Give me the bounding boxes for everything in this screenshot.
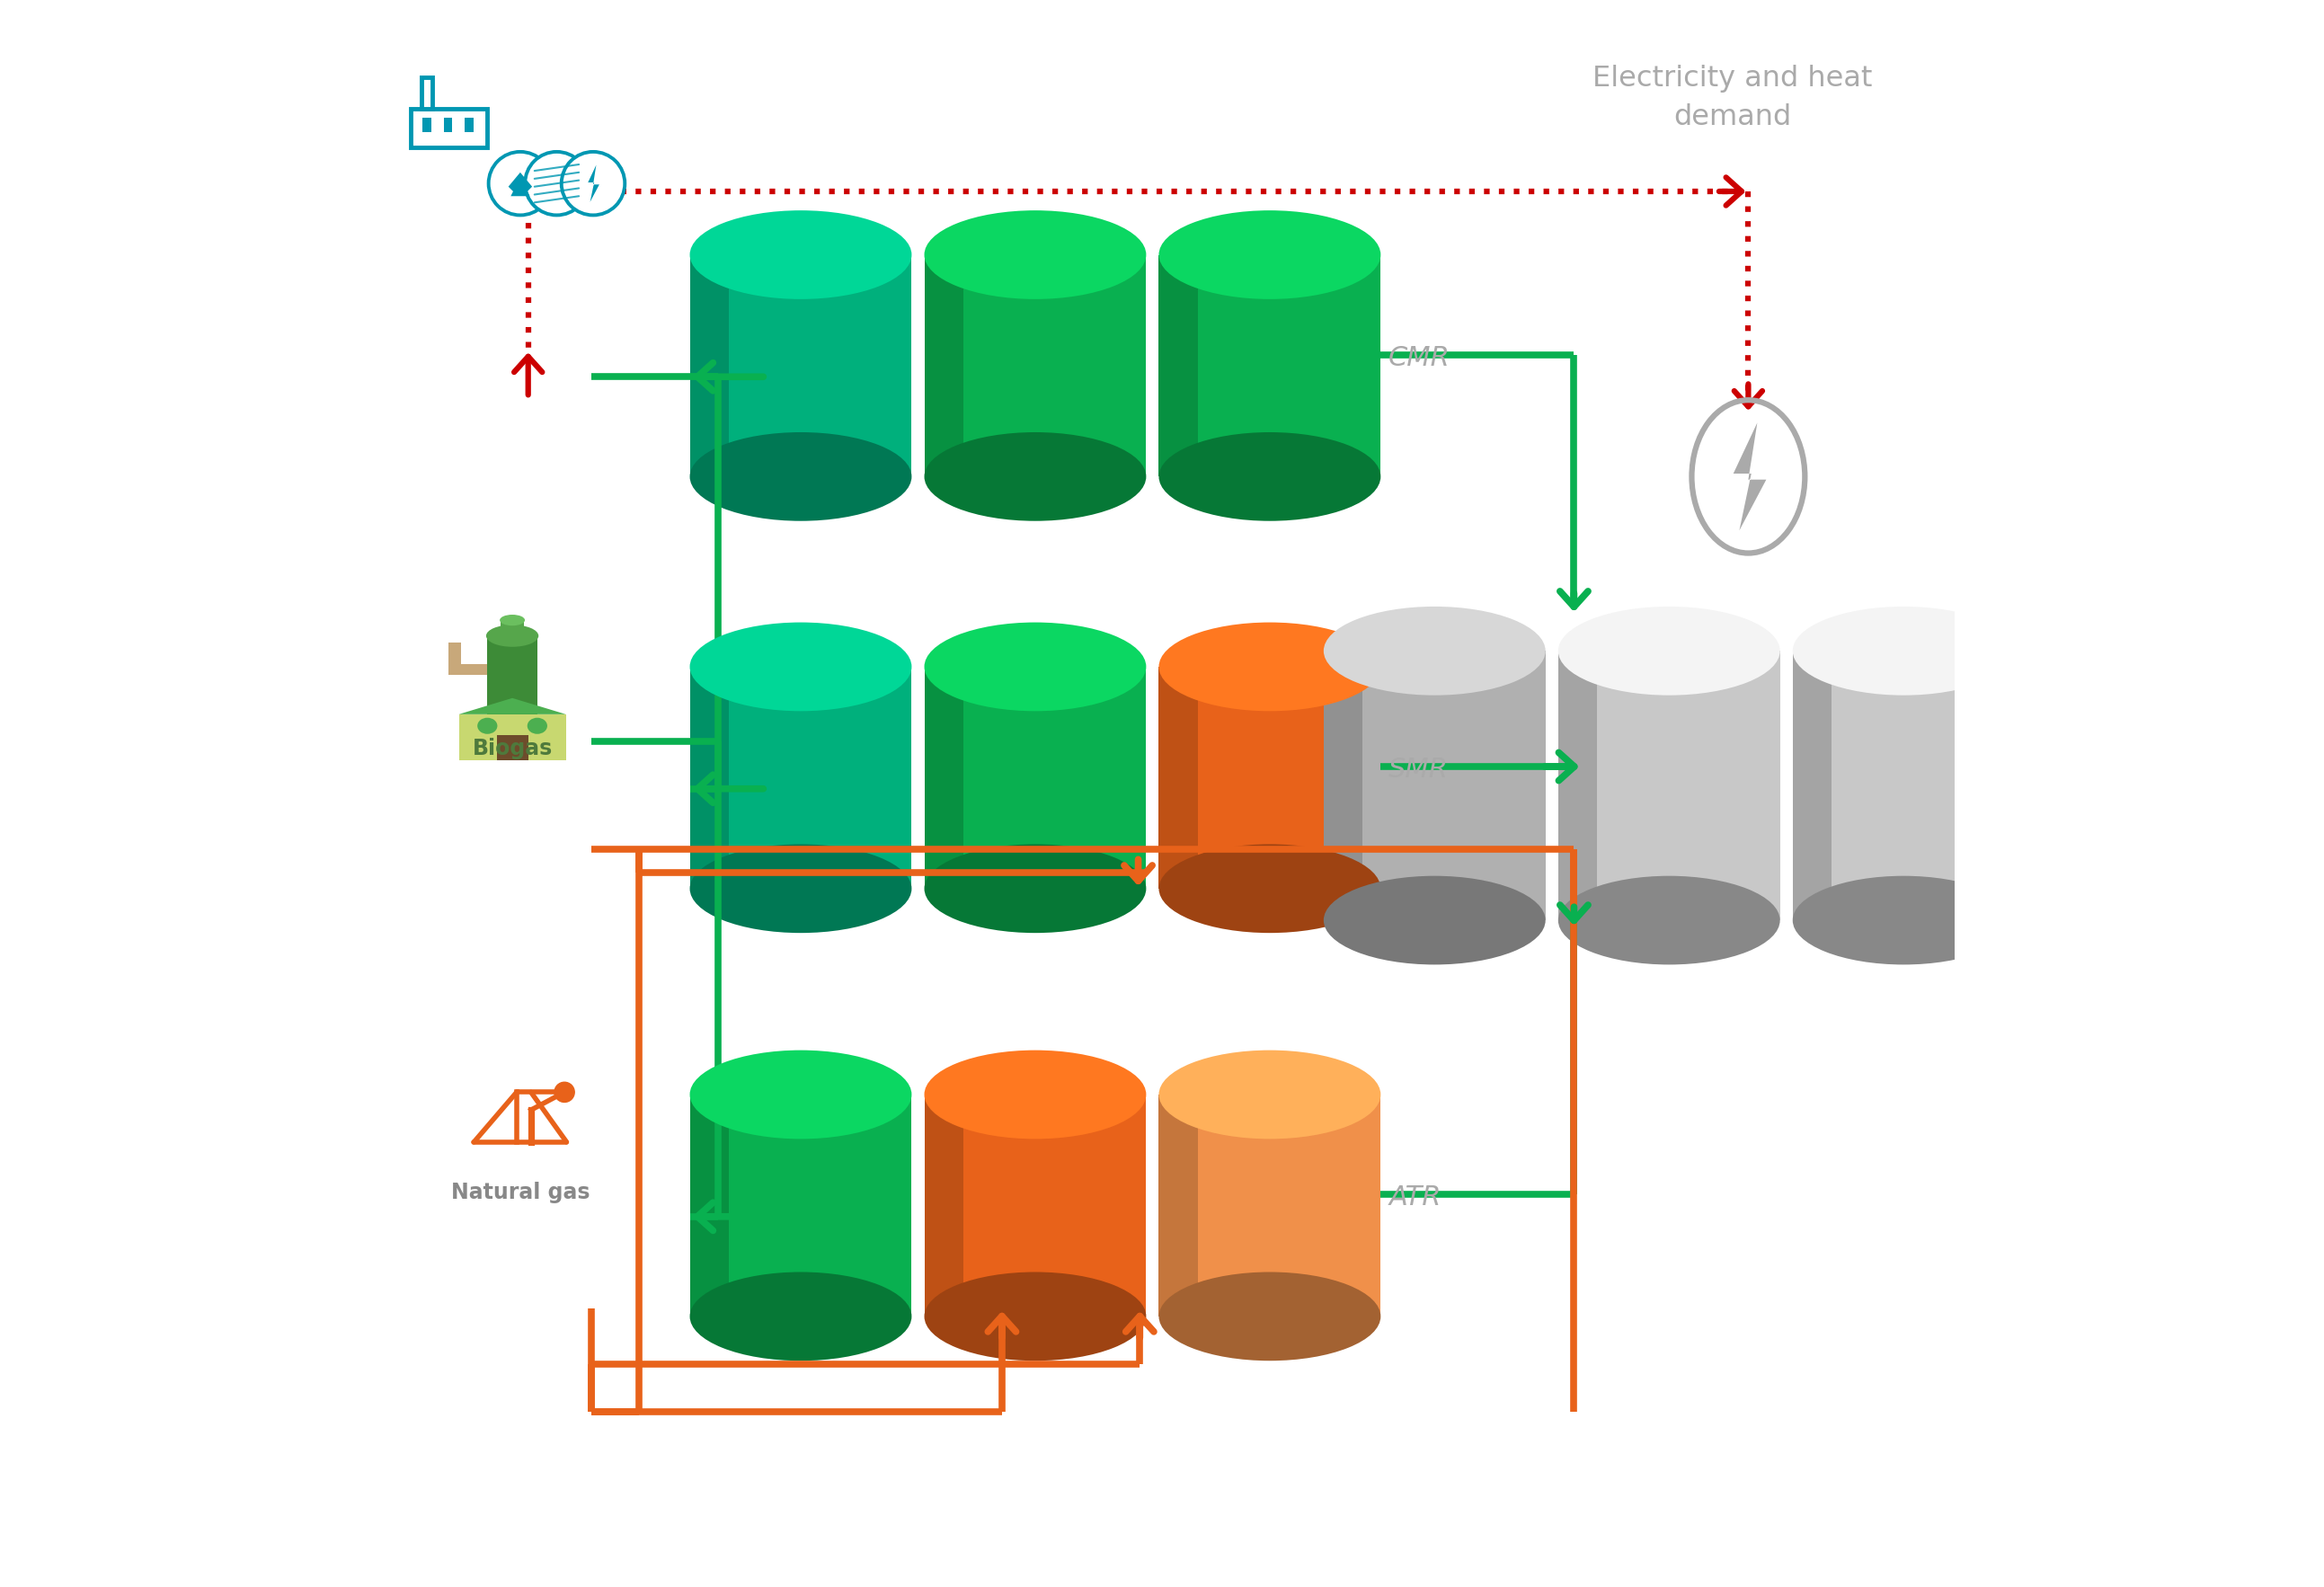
Polygon shape — [690, 667, 730, 889]
Polygon shape — [1325, 651, 1545, 920]
Polygon shape — [588, 165, 600, 202]
Ellipse shape — [925, 844, 1146, 933]
Circle shape — [562, 152, 625, 216]
Ellipse shape — [528, 717, 546, 733]
Bar — [465, 117, 474, 132]
Polygon shape — [690, 1095, 730, 1316]
Ellipse shape — [925, 622, 1146, 711]
Polygon shape — [1160, 1095, 1197, 1316]
Bar — [502, 621, 523, 636]
Ellipse shape — [1325, 876, 1545, 965]
Polygon shape — [925, 1095, 1146, 1316]
Polygon shape — [925, 1095, 962, 1316]
Ellipse shape — [1160, 211, 1380, 298]
Polygon shape — [1557, 651, 1780, 920]
Ellipse shape — [1557, 876, 1780, 965]
Ellipse shape — [690, 1273, 911, 1360]
Text: CMR: CMR — [1390, 344, 1450, 371]
Text: Electricity and heat
demand: Electricity and heat demand — [1592, 65, 1873, 132]
Polygon shape — [690, 256, 911, 476]
Ellipse shape — [500, 614, 525, 625]
Ellipse shape — [1160, 622, 1380, 711]
Polygon shape — [1734, 422, 1766, 530]
Polygon shape — [925, 256, 1146, 476]
Ellipse shape — [690, 1051, 911, 1139]
Polygon shape — [1325, 651, 1362, 920]
Bar — [421, 78, 432, 110]
Ellipse shape — [925, 432, 1146, 521]
Polygon shape — [1160, 667, 1197, 889]
Circle shape — [555, 1082, 574, 1101]
Ellipse shape — [1792, 876, 2015, 965]
Polygon shape — [925, 256, 962, 476]
Polygon shape — [509, 173, 532, 197]
Text: Natural gas: Natural gas — [451, 1182, 590, 1203]
Polygon shape — [1557, 651, 1597, 920]
Ellipse shape — [1325, 606, 1545, 695]
Ellipse shape — [1160, 1273, 1380, 1360]
Polygon shape — [690, 256, 730, 476]
Ellipse shape — [925, 1051, 1146, 1139]
Ellipse shape — [690, 211, 911, 298]
Ellipse shape — [1160, 432, 1380, 521]
Polygon shape — [1792, 651, 1831, 920]
Ellipse shape — [1557, 606, 1780, 695]
Polygon shape — [1160, 667, 1380, 889]
Text: SMR: SMR — [1390, 757, 1448, 782]
Bar — [449, 665, 488, 674]
Ellipse shape — [925, 1273, 1146, 1360]
Bar — [458, 714, 565, 760]
Bar — [488, 636, 537, 714]
Circle shape — [488, 152, 551, 216]
Polygon shape — [925, 667, 962, 889]
Polygon shape — [925, 667, 1146, 889]
Circle shape — [525, 152, 588, 216]
Bar — [449, 643, 460, 674]
Ellipse shape — [1792, 606, 2015, 695]
Polygon shape — [1160, 1095, 1380, 1316]
Ellipse shape — [690, 844, 911, 933]
Polygon shape — [690, 667, 911, 889]
Ellipse shape — [925, 211, 1146, 298]
Bar — [497, 735, 528, 760]
Ellipse shape — [1160, 1051, 1380, 1139]
Ellipse shape — [690, 432, 911, 521]
Ellipse shape — [476, 717, 497, 733]
Polygon shape — [1160, 256, 1380, 476]
Text: ATR: ATR — [1390, 1184, 1441, 1211]
Ellipse shape — [690, 622, 911, 711]
Bar — [423, 117, 432, 132]
Text: Biogas: Biogas — [472, 738, 553, 760]
Ellipse shape — [486, 625, 539, 647]
Polygon shape — [458, 698, 565, 714]
Polygon shape — [1160, 256, 1197, 476]
Polygon shape — [1792, 651, 2015, 920]
Bar — [411, 110, 488, 148]
Ellipse shape — [1160, 844, 1380, 933]
Bar — [444, 117, 453, 132]
Polygon shape — [690, 1095, 911, 1316]
